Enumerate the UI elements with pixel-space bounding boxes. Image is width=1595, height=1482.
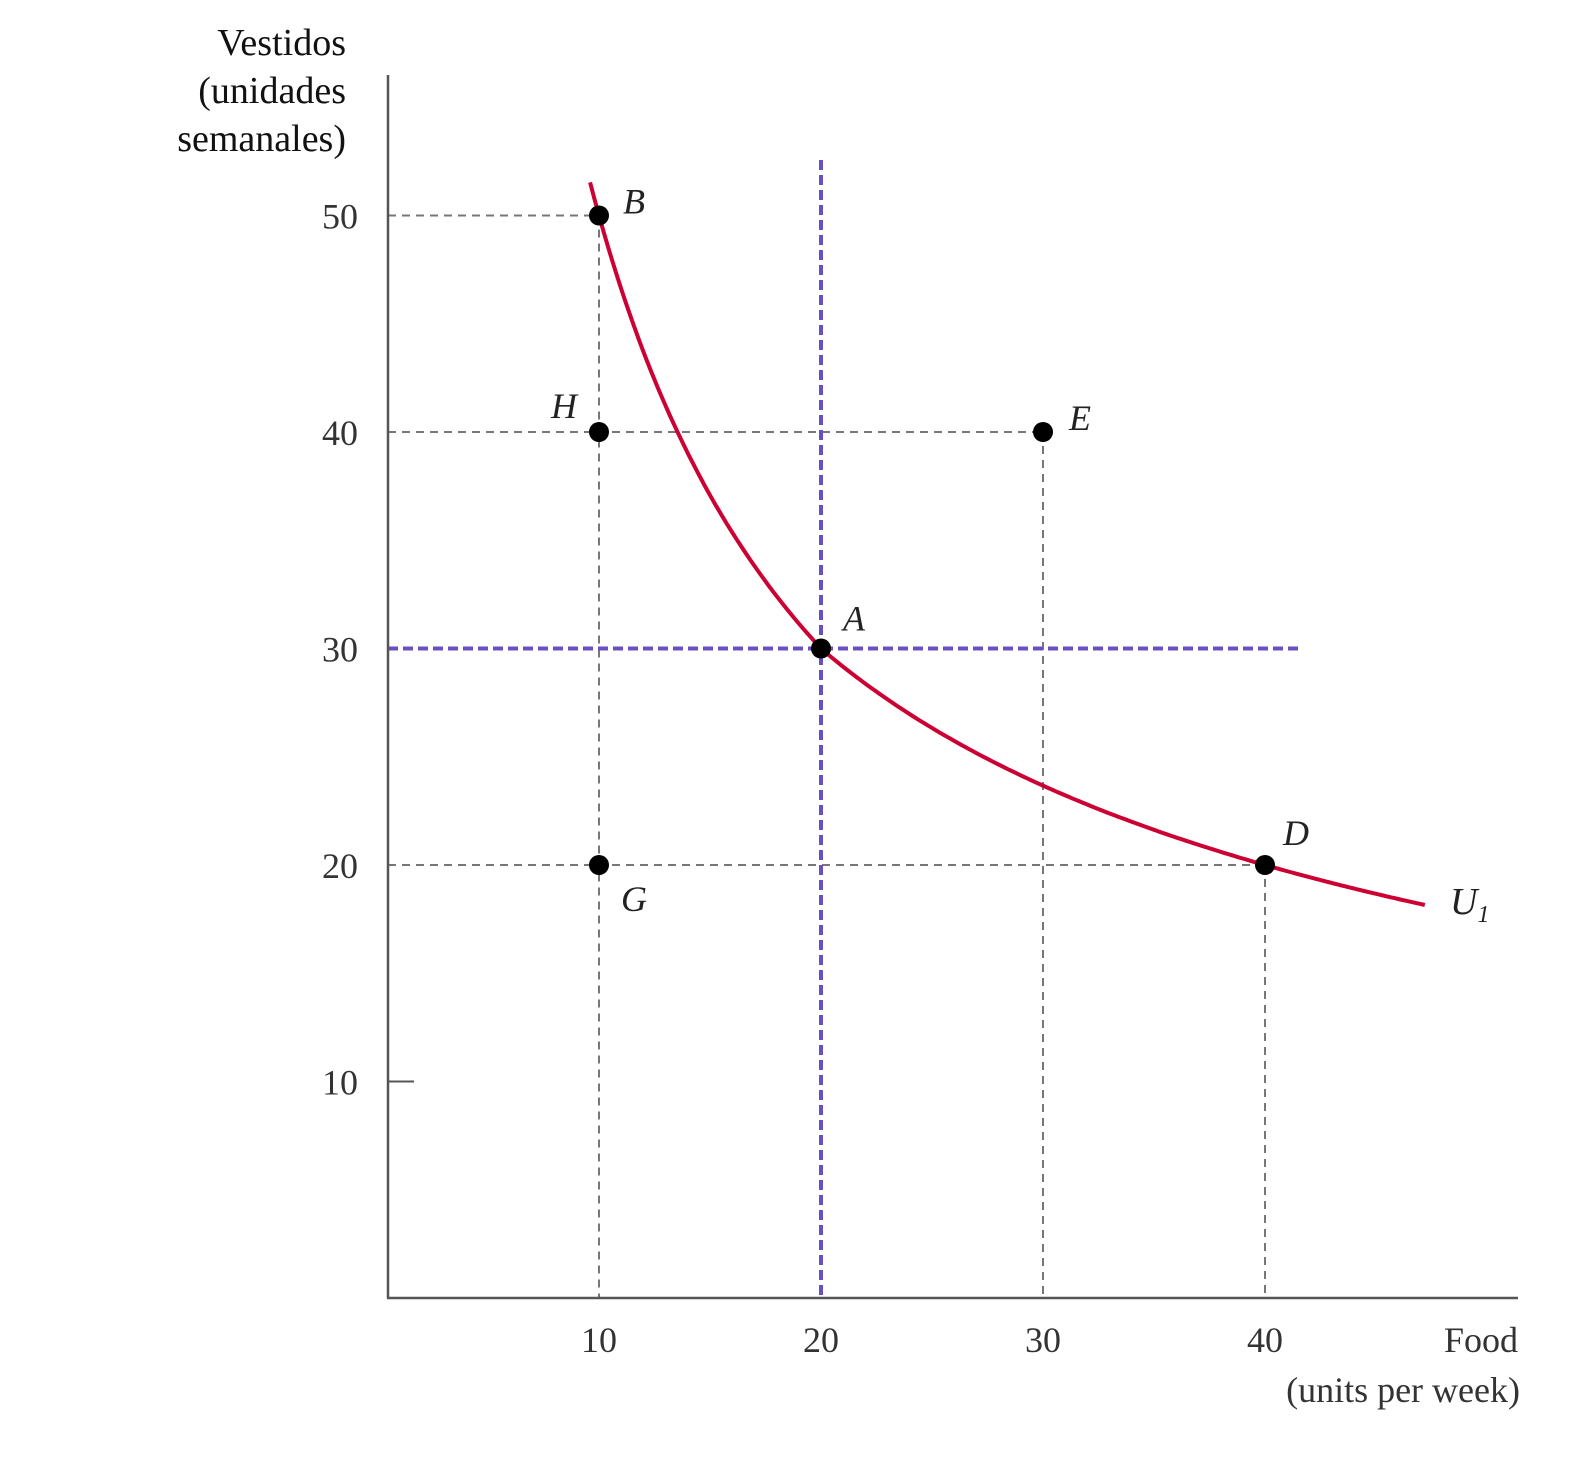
x-tick-label-30: 30 xyxy=(1025,1320,1061,1360)
tick-marks: 10 20 30 40 50 10 20 30 40 xyxy=(322,197,1283,1361)
axes xyxy=(386,75,1518,1300)
y-tick-label-50: 50 xyxy=(322,197,358,237)
point-h xyxy=(589,422,609,442)
indifference-curve-u1 xyxy=(588,181,1426,907)
reference-lines xyxy=(388,160,1300,1298)
point-label-b: B xyxy=(623,182,645,222)
x-axis-title-line-1: Food xyxy=(1444,1320,1518,1360)
point-label-a: A xyxy=(841,599,866,639)
y-axis-title-line-2: (unidades xyxy=(198,70,346,112)
y-axis-title-line-3: semanales) xyxy=(177,118,346,160)
point-label-h: H xyxy=(550,386,579,426)
y-axis-title-line-1: Vestidos xyxy=(217,22,346,64)
curve-label-name: U xyxy=(1450,881,1480,923)
point-a xyxy=(811,638,831,659)
y-tick-label-10: 10 xyxy=(322,1063,358,1103)
point-label-d: D xyxy=(1282,813,1309,853)
dashed-guide-lines xyxy=(388,214,1266,1298)
point-label-e: E xyxy=(1068,398,1091,438)
point-d xyxy=(1255,855,1275,875)
y-tick-label-30: 30 xyxy=(322,630,358,670)
x-tick-label-40: 40 xyxy=(1247,1320,1283,1360)
curve-label: U1 xyxy=(1450,881,1489,928)
x-tick-label-10: 10 xyxy=(581,1320,617,1360)
x-tick-label-20: 20 xyxy=(803,1320,839,1360)
point-e xyxy=(1033,422,1053,442)
curve-label-subscript: 1 xyxy=(1477,902,1489,928)
point-label-g: G xyxy=(621,879,647,919)
point-g xyxy=(589,855,609,875)
data-points: B H E A G D xyxy=(550,182,1309,920)
y-tick-label-20: 20 xyxy=(322,846,358,886)
y-tick-label-40: 40 xyxy=(322,413,358,453)
x-axis-title-line-2: (units per week) xyxy=(1286,1370,1520,1410)
point-b xyxy=(589,205,609,226)
